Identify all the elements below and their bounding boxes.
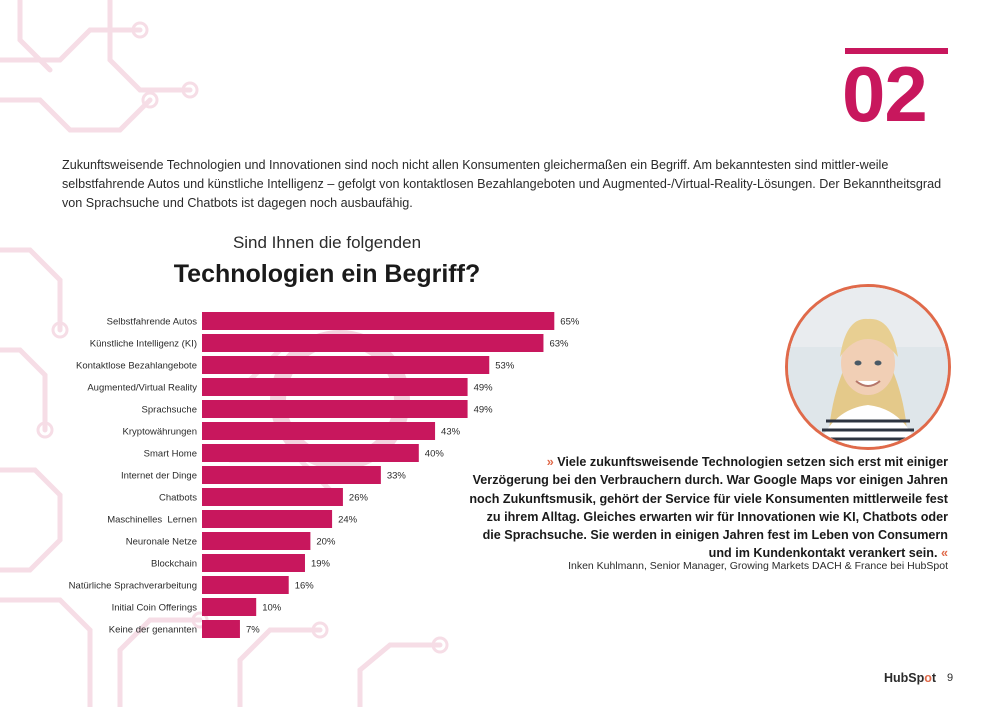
- hubspot-logo: HubSpot: [884, 671, 936, 685]
- bar-5: [202, 422, 436, 440]
- category-label-2: Kontaktlose Bezahlangebote: [76, 361, 197, 372]
- value-label-10: 20%: [316, 537, 336, 548]
- chart-question-line2: Technologien ein Begriff?: [173, 260, 481, 288]
- logo-part3: t: [931, 671, 937, 685]
- value-label-14: 7%: [246, 625, 260, 636]
- bar-0: [202, 312, 555, 330]
- value-label-11: 19%: [311, 559, 331, 570]
- value-label-4: 49%: [474, 405, 494, 416]
- bar-11: [202, 554, 305, 572]
- bar-9: [202, 510, 333, 528]
- category-label-12: Natürliche Sprachverarbeitung: [69, 581, 197, 592]
- value-label-2: 53%: [495, 361, 515, 372]
- bar-10: [202, 532, 311, 550]
- bar-8: [202, 488, 343, 506]
- bar-1: [202, 334, 544, 352]
- category-label-10: Neuronale Netze: [126, 537, 197, 548]
- category-label-8: Chatbots: [159, 493, 197, 504]
- chart-question-line1: Sind Ihnen die folgenden: [232, 233, 422, 252]
- category-label-6: Smart Home: [144, 449, 197, 460]
- value-label-3: 49%: [474, 383, 494, 394]
- value-label-8: 26%: [349, 493, 369, 504]
- value-label-9: 24%: [338, 515, 358, 526]
- bar-14: [202, 620, 240, 638]
- quote-body: Viele zukunftsweisende Technologien setz…: [469, 455, 948, 561]
- bar-13: [202, 598, 257, 616]
- bar-chart: Selbstfahrende Autos 65% Künstliche Intell…: [69, 312, 580, 638]
- bar-7: [202, 466, 381, 484]
- category-label-1: Künstliche Intelligenz (KI): [90, 339, 197, 350]
- category-label-14: Keine der genannten: [109, 625, 197, 636]
- value-label-7: 33%: [387, 471, 407, 482]
- bar-12: [202, 576, 289, 594]
- value-label-6: 40%: [425, 449, 445, 460]
- intro-paragraph: Zukunftsweisende Technologien und Innova…: [62, 158, 942, 210]
- logo-part2: o: [924, 671, 932, 685]
- quote-text: » Viele zukunftsweisende Technologien se…: [468, 453, 948, 563]
- value-label-1: 63%: [549, 339, 569, 350]
- bar-6: [202, 444, 419, 462]
- category-label-5: Kryptowährungen: [123, 427, 197, 438]
- value-label-13: 10%: [262, 603, 282, 614]
- chapter-number: 02: [842, 50, 928, 138]
- bar-3: [202, 378, 468, 396]
- quote-close-mark: «: [940, 546, 948, 561]
- value-label-12: 16%: [295, 581, 315, 592]
- category-label-13: Initial Coin Offerings: [112, 603, 198, 614]
- value-label-5: 43%: [441, 427, 461, 438]
- category-label-3: Augmented/Virtual Reality: [87, 383, 197, 394]
- chapter-accent-line: [845, 48, 948, 54]
- value-label-0: 65%: [560, 317, 580, 328]
- page-number: 9: [947, 672, 954, 684]
- portrait-photo: [785, 284, 951, 450]
- bar-4: [202, 400, 468, 418]
- category-label-4: Sprachsuche: [142, 405, 197, 416]
- quote-attribution: Inken Kuhlmann, Senior Manager, Growing …: [568, 560, 948, 572]
- bar-2: [202, 356, 490, 374]
- quote-open-mark: »: [546, 455, 554, 469]
- category-label-0: Selbstfahrende Autos: [107, 317, 198, 328]
- category-label-9: Maschinelles Lernen: [107, 515, 197, 526]
- portrait-illustration: [788, 287, 948, 447]
- category-label-11: Blockchain: [151, 559, 197, 570]
- logo-part1: HubSp: [884, 671, 925, 685]
- category-label-7: Internet der Dinge: [121, 471, 197, 482]
